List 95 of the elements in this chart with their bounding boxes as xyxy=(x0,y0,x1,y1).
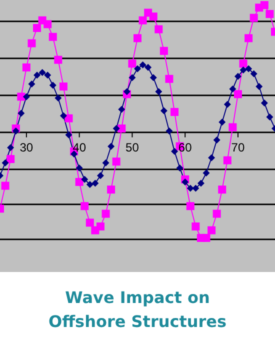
point xyxy=(7,144,14,152)
point xyxy=(86,218,94,227)
point xyxy=(60,112,67,120)
point xyxy=(92,180,99,187)
point xyxy=(107,186,116,194)
point xyxy=(186,202,194,210)
point xyxy=(182,178,189,186)
point xyxy=(192,222,200,230)
point xyxy=(22,93,30,100)
x-tick-label: 50 xyxy=(126,140,140,154)
point xyxy=(160,46,168,55)
point xyxy=(96,222,104,230)
point xyxy=(17,92,26,101)
point xyxy=(44,20,52,28)
point xyxy=(86,180,94,188)
point xyxy=(224,100,231,108)
point xyxy=(108,142,115,150)
point xyxy=(128,60,136,68)
point xyxy=(138,16,147,24)
point xyxy=(123,88,130,96)
point xyxy=(65,131,72,138)
point xyxy=(234,90,242,98)
point xyxy=(34,72,41,79)
point xyxy=(260,100,268,107)
point xyxy=(186,184,194,192)
point xyxy=(245,65,252,72)
point xyxy=(48,32,57,41)
point xyxy=(244,34,253,42)
point xyxy=(81,176,88,183)
point xyxy=(250,14,258,22)
point xyxy=(149,12,158,21)
point xyxy=(54,56,62,64)
point xyxy=(128,74,136,82)
point xyxy=(171,148,178,155)
point xyxy=(223,156,232,164)
point xyxy=(266,10,274,18)
point xyxy=(202,234,210,242)
point xyxy=(260,1,268,10)
point xyxy=(18,110,25,117)
point xyxy=(44,72,52,79)
point xyxy=(134,65,141,72)
point xyxy=(76,164,83,172)
point xyxy=(212,210,221,218)
point xyxy=(80,202,89,210)
point xyxy=(240,66,247,74)
point xyxy=(144,64,152,71)
point xyxy=(266,114,274,121)
point xyxy=(213,136,220,144)
text: Wave Impact on Offshore Structures xyxy=(47,287,228,333)
point xyxy=(33,24,42,32)
point xyxy=(102,159,110,166)
point xyxy=(208,226,216,234)
point xyxy=(102,210,110,218)
point xyxy=(112,125,120,132)
point xyxy=(218,186,226,194)
point xyxy=(49,82,56,89)
point xyxy=(250,70,258,78)
point xyxy=(160,107,168,114)
point xyxy=(1,182,10,190)
point xyxy=(165,74,174,83)
point xyxy=(118,124,126,132)
point xyxy=(22,63,30,72)
point xyxy=(256,83,263,90)
point xyxy=(228,123,237,132)
point xyxy=(139,61,146,68)
point xyxy=(96,172,104,180)
point xyxy=(38,69,46,76)
point xyxy=(28,80,36,88)
point xyxy=(28,39,36,48)
point xyxy=(118,106,126,113)
x-tick-label: 70 xyxy=(231,140,245,154)
point xyxy=(6,155,15,164)
point xyxy=(229,86,236,93)
x-tick-label: 30 xyxy=(20,140,34,154)
point xyxy=(218,118,226,126)
point xyxy=(64,114,73,122)
point xyxy=(2,159,9,166)
point xyxy=(166,128,173,135)
point xyxy=(134,34,142,42)
point xyxy=(59,82,68,91)
point xyxy=(75,178,84,186)
point xyxy=(197,180,204,187)
point xyxy=(170,108,179,116)
point xyxy=(208,154,216,162)
point xyxy=(154,25,163,34)
point xyxy=(239,60,248,68)
point xyxy=(112,158,120,166)
point xyxy=(176,164,184,172)
point xyxy=(202,170,210,177)
point xyxy=(192,184,200,192)
point xyxy=(155,88,162,96)
point xyxy=(12,128,20,135)
point xyxy=(150,74,157,82)
point xyxy=(54,94,62,102)
point xyxy=(234,72,242,80)
